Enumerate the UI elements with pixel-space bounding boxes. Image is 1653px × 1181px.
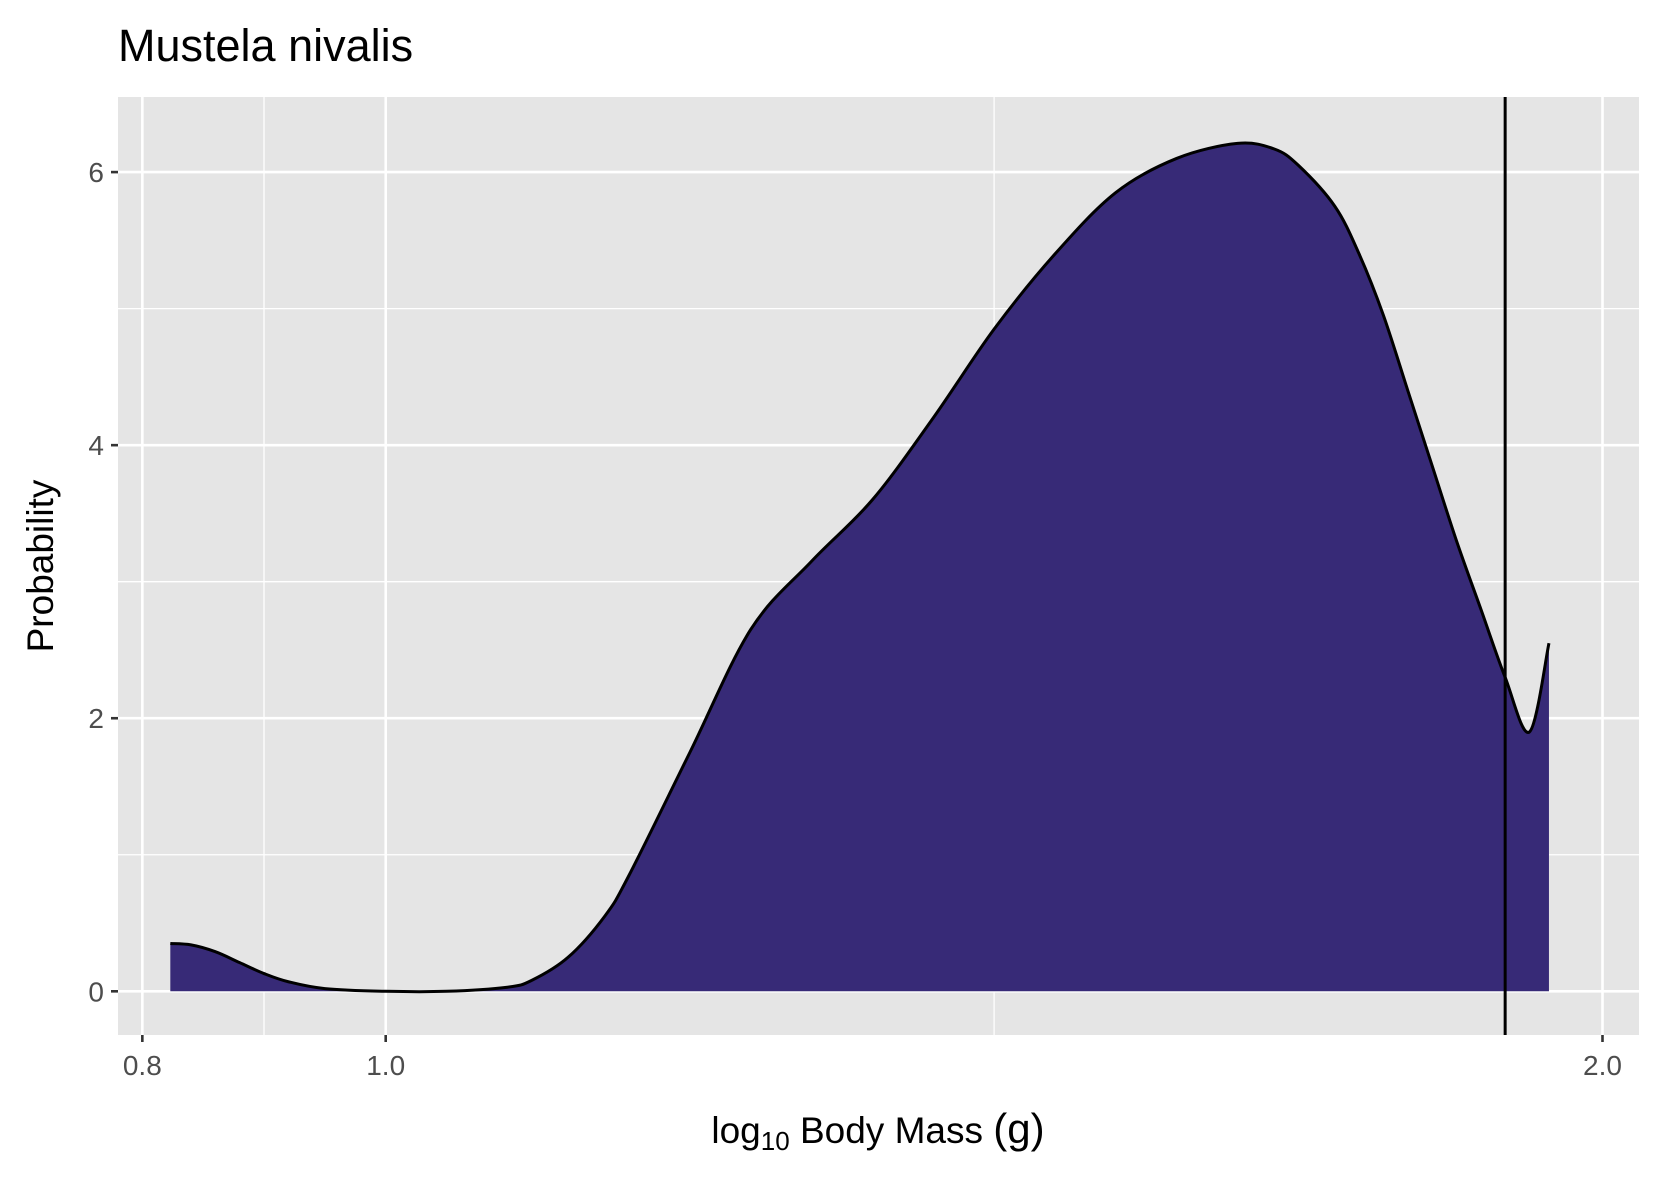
x-tick-label: 1.0 <box>366 1050 405 1081</box>
y-tick-label: 4 <box>88 430 104 461</box>
x-axis: 0.8 1.0 2.0 <box>123 1035 1622 1081</box>
x-tick-label: 0.8 <box>123 1050 162 1081</box>
y-axis: 0 2 4 6 <box>88 157 118 1007</box>
density-line <box>170 141 1551 994</box>
y-tick-label: 2 <box>88 703 104 734</box>
y-axis-title: Probability <box>20 479 61 652</box>
y-tick-label: 6 <box>88 157 104 188</box>
density-area <box>170 143 1549 992</box>
x-axis-title: log10 Body Mass (g) <box>711 1105 1044 1156</box>
x-tick-label: 2.0 <box>1583 1050 1622 1081</box>
chart-title: Mustela nivalis <box>118 20 413 71</box>
y-tick-label: 0 <box>88 976 104 1007</box>
